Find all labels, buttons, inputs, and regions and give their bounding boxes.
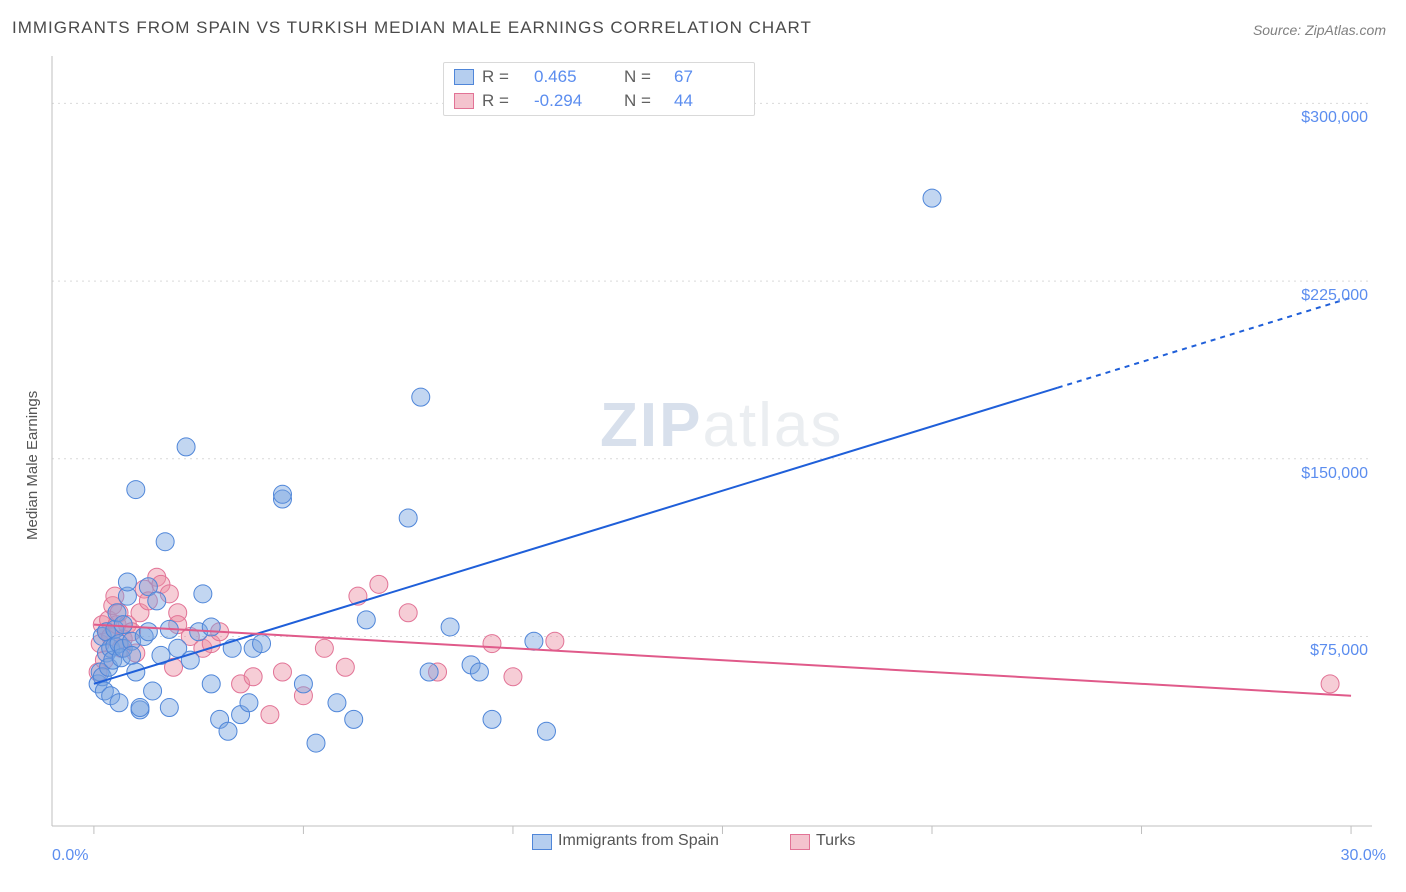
legend-label: Turks [816, 832, 855, 850]
r-value: -0.294 [534, 91, 582, 111]
y-tick-label: $150,000 [1282, 465, 1368, 483]
correlation-stats-box: R = 0.465 N = 67 R = -0.294 N = 44 [443, 62, 755, 116]
n-label: N = [624, 67, 651, 87]
y-tick-label: $300,000 [1282, 109, 1368, 127]
stats-swatch [454, 93, 474, 109]
scatter-chart [0, 0, 1406, 892]
legend-label: Immigrants from Spain [558, 832, 719, 850]
r-label: R = [482, 67, 509, 87]
x-axis-max-label: 30.0% [1341, 847, 1386, 865]
n-label: N = [624, 91, 651, 111]
r-value: 0.465 [534, 67, 577, 87]
legend-swatch [532, 834, 552, 850]
n-value: 44 [674, 91, 693, 111]
n-value: 67 [674, 67, 693, 87]
y-tick-label: $75,000 [1282, 642, 1368, 660]
x-axis-min-label: 0.0% [52, 847, 88, 865]
r-label: R = [482, 91, 509, 111]
y-tick-label: $225,000 [1282, 287, 1368, 305]
stats-swatch [454, 69, 474, 85]
legend-swatch [790, 834, 810, 850]
